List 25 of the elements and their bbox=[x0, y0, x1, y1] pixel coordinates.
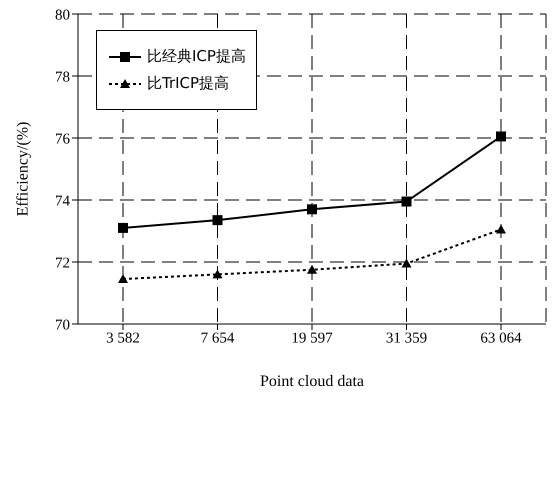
point bbox=[496, 224, 506, 234]
point bbox=[496, 131, 506, 142]
y-tick-label: 70 bbox=[55, 317, 70, 334]
legend-label: 比TrICP提高 bbox=[147, 74, 230, 93]
y-tick-label: 80 bbox=[55, 7, 70, 24]
point bbox=[307, 264, 317, 274]
point bbox=[212, 215, 222, 226]
point bbox=[307, 204, 317, 214]
x-tick-label: 31 359 bbox=[386, 330, 428, 347]
point bbox=[402, 196, 412, 207]
y-tick-label: 74 bbox=[55, 193, 70, 210]
x-tick-label: 7 654 bbox=[200, 330, 235, 347]
y-tick-label: 78 bbox=[55, 69, 70, 86]
x-tick-label: 3 582 bbox=[106, 330, 140, 347]
legend-label: 比经典ICP提高 bbox=[147, 47, 246, 66]
x-tick-label: 19 597 bbox=[291, 330, 334, 347]
point bbox=[212, 269, 222, 278]
x-axis-title: Point cloud data bbox=[260, 373, 364, 390]
point bbox=[118, 274, 128, 284]
point bbox=[402, 258, 412, 268]
y-tick-label: 72 bbox=[55, 255, 70, 272]
x-tick-label: 63 064 bbox=[480, 330, 522, 347]
y-tick-label: 76 bbox=[55, 131, 70, 148]
y-axis-title: Efficiency/(%) bbox=[14, 122, 32, 216]
point bbox=[118, 222, 128, 233]
